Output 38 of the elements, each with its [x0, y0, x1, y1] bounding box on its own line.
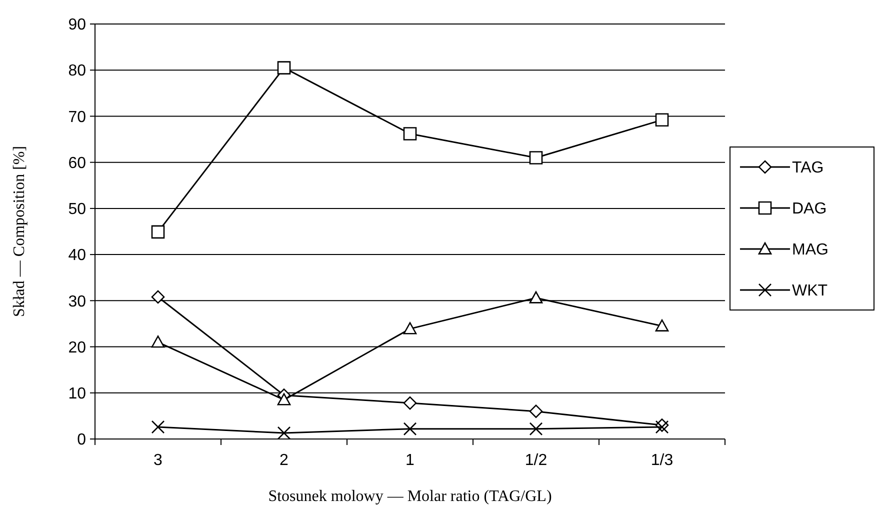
point	[151, 420, 165, 434]
point	[277, 426, 291, 440]
y-tick-label: 0	[77, 432, 86, 449]
y-tick-label: 80	[68, 62, 86, 80]
x-tick-label: 1/2	[524, 452, 548, 469]
y-tick-label: 20	[68, 339, 86, 356]
point	[529, 404, 543, 418]
x-tick-label: 3	[154, 452, 163, 469]
point	[655, 113, 669, 127]
y-tick-label: 10	[68, 385, 86, 402]
point	[655, 319, 669, 332]
y-tick-label: 70	[68, 108, 86, 126]
point	[529, 151, 543, 164]
x-tick-label: 1	[406, 452, 415, 469]
point	[277, 61, 291, 74]
point	[403, 396, 417, 410]
point	[151, 290, 165, 304]
point	[151, 336, 165, 348]
point	[403, 127, 417, 140]
point	[151, 225, 165, 239]
y-tick-label: 60	[68, 154, 86, 172]
x-tick-label: 2	[280, 452, 289, 469]
legend-label: MAG	[792, 242, 828, 259]
point	[403, 422, 417, 436]
legend-label: DAG	[792, 200, 827, 218]
point	[529, 422, 543, 436]
x-tick-label: 1/3	[650, 452, 674, 469]
y-tick-label: 90	[68, 16, 86, 34]
point	[403, 322, 417, 334]
x-axis-title: Stosunek molowy — Molar ratio (TAG/GL)	[268, 488, 552, 505]
point	[529, 291, 543, 304]
y-tick-label: 40	[68, 247, 86, 264]
point	[277, 393, 291, 406]
legend-label: TAG	[792, 160, 824, 177]
y-axis-title: Skład — Composition [%]	[11, 146, 28, 318]
legend-label: WKT	[792, 282, 828, 300]
y-tick-label: 30	[68, 293, 86, 310]
y-tick-label: 50	[68, 201, 86, 218]
